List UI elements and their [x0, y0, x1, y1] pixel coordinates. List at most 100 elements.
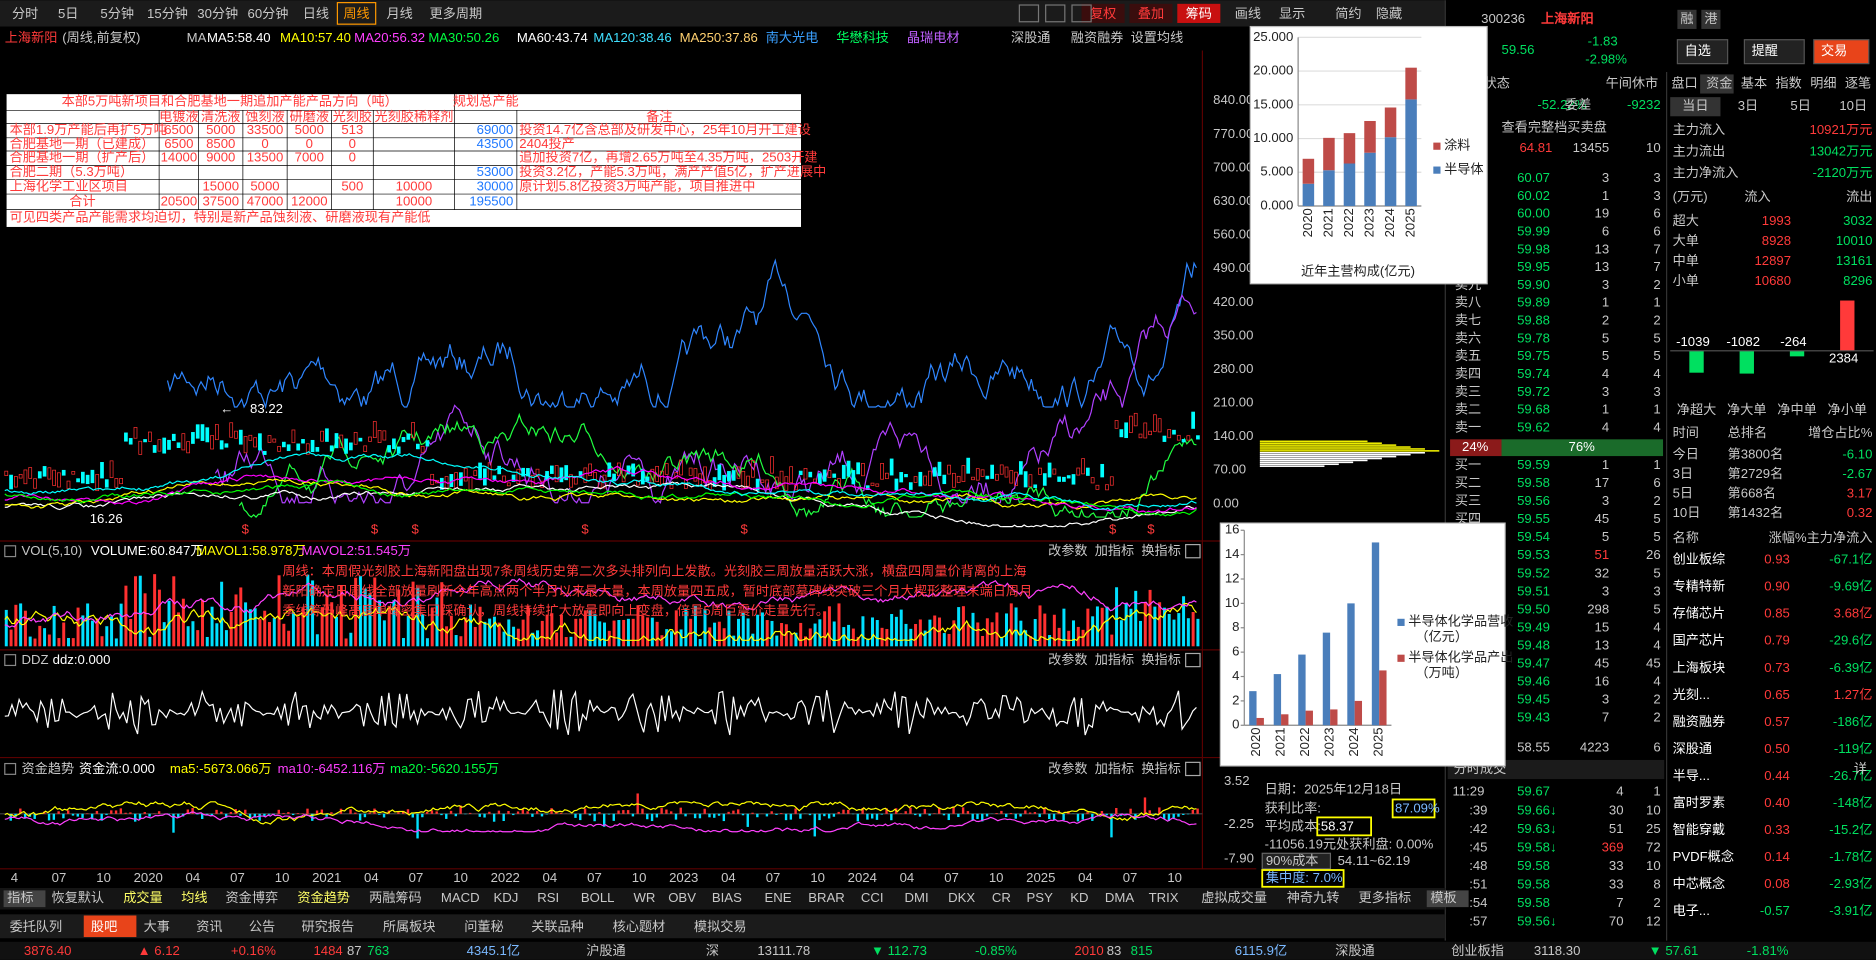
sector-name[interactable]: 半导...: [1673, 768, 1710, 783]
icon-button[interactable]: [1045, 4, 1066, 23]
period-tab[interactable]: 当日: [1682, 98, 1708, 113]
bottom-tab[interactable]: 所属板块: [383, 919, 436, 934]
indicator-tab[interactable]: 指标: [7, 890, 33, 905]
indicator-tab[interactable]: BOLL: [581, 890, 615, 905]
indicator-tab[interactable]: TRIX: [1149, 890, 1179, 905]
panel-link[interactable]: 改参数: [1048, 542, 1087, 558]
indicator-tab[interactable]: DMI: [905, 890, 929, 905]
bottom-tab[interactable]: 研究报告: [302, 919, 355, 934]
chart-link[interactable]: 融资融券: [1071, 30, 1124, 45]
sector-name[interactable]: PVDF概念: [1673, 848, 1734, 864]
indicator-tab[interactable]: MACD: [441, 890, 480, 905]
tool-button[interactable]: 叠加: [1138, 6, 1164, 21]
chart-link[interactable]: 设置均线: [1131, 30, 1184, 45]
panel-link[interactable]: 改参数: [1048, 760, 1087, 776]
sector-name[interactable]: 融资融券: [1673, 714, 1726, 729]
sector-name[interactable]: 创业板综: [1673, 552, 1726, 567]
panel-tab[interactable]: 盘口: [1671, 74, 1697, 90]
period-tab[interactable]: 更多周期: [430, 5, 483, 21]
tool-button[interactable]: 显示: [1279, 6, 1305, 21]
close-button[interactable]: [1185, 761, 1201, 777]
sector-name[interactable]: 光刻...: [1673, 687, 1710, 702]
period-tab[interactable]: 3日: [1738, 98, 1758, 113]
panel-tab[interactable]: 基本: [1741, 75, 1767, 90]
bottom-tab[interactable]: 大事: [144, 919, 170, 934]
indicator-tab[interactable]: 两融筹码: [369, 889, 422, 905]
indicator-tab[interactable]: 恢复默认: [51, 890, 104, 905]
period-tab[interactable]: 5日: [58, 6, 78, 21]
indicator-tab[interactable]: 神奇九转: [1287, 889, 1340, 905]
action-button[interactable]: 自选: [1685, 43, 1711, 58]
period-tab[interactable]: 15分钟: [147, 5, 188, 21]
button-bg[interactable]: [1676, 39, 1729, 65]
icon-button[interactable]: [1071, 4, 1092, 23]
button-bg[interactable]: [1743, 39, 1805, 65]
period-tab[interactable]: 30分钟: [197, 5, 238, 21]
panel-link[interactable]: 换指标: [1141, 761, 1180, 776]
action-button[interactable]: 提醒: [1752, 43, 1778, 58]
indicator-tab[interactable]: PSY: [1027, 890, 1054, 905]
indicator-tab[interactable]: 成交量: [123, 889, 162, 905]
indicator-tab[interactable]: DMA: [1105, 890, 1134, 905]
indicator-tab[interactable]: OBV: [668, 890, 696, 905]
label[interactable]: 查看完整档买卖盘: [1502, 119, 1607, 135]
sector-name[interactable]: 深股通: [1673, 741, 1712, 756]
period-tab[interactable]: 日线: [303, 6, 329, 21]
bottom-tab[interactable]: 资讯: [196, 919, 222, 934]
indicator-tab[interactable]: 均线: [181, 890, 207, 905]
indicator-tab[interactable]: CCI: [861, 890, 884, 905]
indicator-tab[interactable]: KDJ: [494, 890, 519, 905]
action-button[interactable]: 交易: [1821, 42, 1847, 58]
overlay-stock[interactable]: 华懋科技: [836, 30, 889, 45]
indicator-tab[interactable]: CR: [992, 890, 1011, 905]
period-tab[interactable]: 5日: [1790, 98, 1810, 113]
indicator-tab[interactable]: 模板: [1430, 890, 1456, 905]
bottom-tab[interactable]: 股吧: [91, 919, 117, 934]
tool-button[interactable]: 筹码: [1186, 5, 1212, 21]
indicator-tab[interactable]: BIAS: [712, 890, 742, 905]
indicator-tab[interactable]: 资金趋势: [297, 890, 350, 905]
indicator-tab[interactable]: DKX: [948, 890, 975, 905]
indicator-tab[interactable]: 更多指标: [1359, 889, 1412, 905]
bottom-tab[interactable]: 关联品种: [531, 919, 584, 934]
period-tab[interactable]: 周线: [343, 6, 369, 21]
label[interactable]: 详: [1854, 761, 1867, 776]
period-tab[interactable]: 5分钟: [100, 5, 134, 21]
sector-name[interactable]: 上海板块: [1673, 660, 1726, 675]
sector-name[interactable]: 智能穿戴: [1673, 822, 1726, 837]
sector-name[interactable]: 专精特新: [1673, 579, 1726, 594]
indicator-tab[interactable]: 资金博弈: [226, 890, 279, 905]
indicator-tab[interactable]: KD: [1070, 890, 1088, 905]
overlay-stock[interactable]: 南大光电: [766, 30, 819, 45]
icon-button[interactable]: [1018, 4, 1040, 23]
panel-tab[interactable]: 资金: [1706, 75, 1732, 90]
sector-name[interactable]: 中芯概念: [1673, 875, 1726, 891]
close-button[interactable]: [1185, 544, 1201, 559]
overlay-stock[interactable]: 晶瑞电材: [907, 30, 960, 45]
tool-button[interactable]: 简约: [1335, 5, 1361, 21]
panel-link[interactable]: 加指标: [1095, 652, 1134, 667]
label[interactable]: 90%成本: [1266, 853, 1319, 868]
bottom-tab[interactable]: 公告: [249, 919, 275, 934]
tool-button[interactable]: 画线: [1235, 6, 1261, 21]
period-tab[interactable]: 月线: [386, 6, 412, 21]
sector-name[interactable]: 电子...: [1673, 903, 1710, 918]
bottom-tab[interactable]: 模拟交易: [694, 918, 747, 934]
panel-tab[interactable]: 指数: [1776, 75, 1802, 90]
panel-link[interactable]: 加指标: [1095, 761, 1134, 776]
panel-link[interactable]: 换指标: [1141, 652, 1180, 667]
sector-name[interactable]: 国产芯片: [1673, 633, 1726, 648]
dropdown[interactable]: [1261, 852, 1332, 870]
indicator-tab[interactable]: RSI: [537, 890, 559, 905]
panel-tab[interactable]: 明细: [1810, 75, 1836, 90]
panel-link[interactable]: 换指标: [1141, 543, 1180, 558]
bottom-tab[interactable]: 核心题材: [613, 919, 666, 934]
period-tab[interactable]: 60分钟: [248, 5, 289, 21]
panel-link[interactable]: 改参数: [1048, 651, 1087, 667]
period-tab[interactable]: 分时: [12, 6, 38, 21]
panel-tab[interactable]: 逐笔: [1845, 75, 1871, 90]
chart-link[interactable]: 深股通: [1011, 30, 1050, 45]
sector-name[interactable]: 富时罗素: [1673, 794, 1726, 810]
button-bg[interactable]: [1813, 39, 1870, 65]
tool-button[interactable]: 隐藏: [1376, 6, 1402, 21]
